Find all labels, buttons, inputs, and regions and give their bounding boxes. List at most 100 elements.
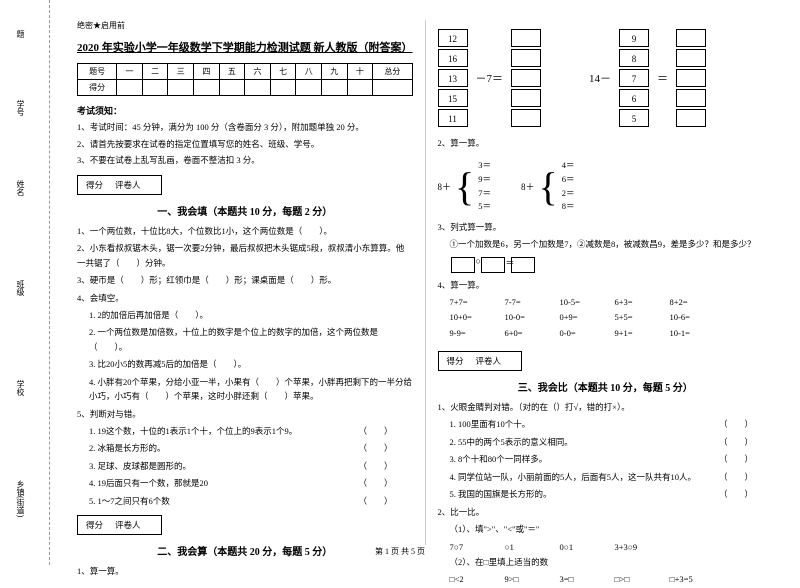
answer-box[interactable] xyxy=(676,49,706,67)
grade-box: 得分评卷人 xyxy=(77,515,162,535)
answer-box[interactable] xyxy=(451,257,475,273)
answer-box[interactable] xyxy=(481,257,505,273)
sub-question: 5. 我国的国旗是长方形的。（ ） xyxy=(438,487,774,501)
brace-item: 3＝ xyxy=(478,159,491,173)
td[interactable] xyxy=(347,80,373,96)
equals: ＝ xyxy=(657,70,668,86)
calc-item: 7-7= xyxy=(505,295,560,310)
answer-box[interactable] xyxy=(676,69,706,87)
answer-box[interactable] xyxy=(676,109,706,127)
sub-question: 4. 小胖有20个苹果，分给小亚一半，小果有（ ）个苹果，小胖再把剩下的一半分给… xyxy=(77,375,413,404)
td[interactable] xyxy=(142,80,168,96)
prefix: 8＋ xyxy=(438,180,452,193)
th: 二 xyxy=(142,64,168,80)
fill-item: □>□ xyxy=(615,572,670,587)
q-text: 1. 100里面有10个十。 xyxy=(450,419,531,429)
sub-question: 4. 同学位站一队，小丽前面的5人，后面有5人，这一队共有10人。 （ ） xyxy=(438,470,774,484)
answer-paren[interactable]: （ ） xyxy=(358,494,392,508)
sub-question: 3. 足球、皮球都是圆形的。（ ） xyxy=(77,459,413,473)
calc-item: 6+0= xyxy=(505,326,560,341)
brace-item: 6＝ xyxy=(562,173,575,187)
calc-item: 10-0= xyxy=(505,310,560,325)
answer-box[interactable] xyxy=(511,89,541,107)
answer-paren[interactable]: （ ） xyxy=(358,441,392,455)
brace-item: 2＝ xyxy=(562,187,575,201)
answer-paren[interactable]: （ ） xyxy=(719,487,753,501)
calc-item: 10+0= xyxy=(450,310,505,325)
calc-problem-1: 12 16 13 15 11 －7＝ 14－ 9 8 7 6 5 ＝ xyxy=(438,28,774,128)
answer-box[interactable] xyxy=(676,29,706,47)
num-stack: 9 8 7 6 5 xyxy=(619,28,649,128)
q-text: 2. 冰箱是长方形的。 xyxy=(89,443,166,453)
sub-question: 1. 19这个数，十位的1表示1个十，个位上的9表示1个9。 （ ） xyxy=(77,424,413,438)
grade-label: 得分 xyxy=(86,520,103,530)
question: 1、火眼金睛判对错。（对的在（）打√，错的打×）。 xyxy=(438,400,774,414)
sub-question: 1. 100里面有10个十。 （ ） xyxy=(438,417,774,431)
answer-box[interactable] xyxy=(511,109,541,127)
num-box: 9 xyxy=(619,29,649,47)
td[interactable] xyxy=(322,80,348,96)
brace-item: 5＝ xyxy=(478,200,491,214)
answer-box[interactable] xyxy=(511,49,541,67)
notice-item: 1、考试时间：45 分钟，满分为 100 分（含卷面分 3 分），附加题单独 2… xyxy=(77,121,413,135)
calc-item: 10-1= xyxy=(670,326,725,341)
fill-item: 9>□ xyxy=(505,572,560,587)
brace-item: 7＝ xyxy=(478,187,491,201)
th: 题号 xyxy=(78,64,117,80)
num-box: 12 xyxy=(438,29,468,47)
answer-box[interactable] xyxy=(511,29,541,47)
calc-row: 10+0=10-0=0+9=5+5=10-6= xyxy=(438,310,774,325)
td[interactable] xyxy=(373,80,412,96)
sub-question: 2. 冰箱是长方形的。 （ ） xyxy=(77,441,413,455)
margin-label: 班级 xyxy=(15,280,26,296)
binding-margin: 题 学号 姓名 班级 学校 乡镇(街道) xyxy=(0,0,50,565)
grade-label: 得分 xyxy=(86,180,103,190)
q-text: 3. 8个十和80个一同样多。 xyxy=(450,454,548,464)
th: 四 xyxy=(194,64,220,80)
brace-item: 8＝ xyxy=(562,200,575,214)
answer-box[interactable] xyxy=(676,89,706,107)
answer-box[interactable] xyxy=(511,257,535,273)
answer-paren[interactable]: （ ） xyxy=(719,452,753,466)
th: 一 xyxy=(117,64,143,80)
td[interactable] xyxy=(117,80,143,96)
score-table: 题号 一 二 三 四 五 六 七 八 九 十 总分 得分 xyxy=(77,63,413,96)
sub-question: 2. 一个两位数是加倍数，十位上的数字是个位上的数字的加倍，这个两位数是（ ）。 xyxy=(77,325,413,354)
answer-paren[interactable]: （ ） xyxy=(719,470,753,484)
th: 八 xyxy=(296,64,322,80)
calc-item: 8+2= xyxy=(670,295,725,310)
td[interactable] xyxy=(296,80,322,96)
answer-paren[interactable]: （ ） xyxy=(358,459,392,473)
q-text: 4. 19后面只有一个数，那就是20 xyxy=(89,478,208,488)
brace-icon: { xyxy=(539,167,558,207)
answer-stack xyxy=(511,28,541,128)
calc-item: 10-6= xyxy=(670,310,725,325)
sub-question: ①一个加数是6，另一个加数是7，②减数是8，被减数昌9，差是多少？和是多少？ xyxy=(438,237,774,251)
th: 七 xyxy=(270,64,296,80)
num-box: 7 xyxy=(619,69,649,87)
answer-paren[interactable]: （ ） xyxy=(358,476,392,490)
td[interactable] xyxy=(219,80,245,96)
sub-question: 1. 2的加倍后再加倍是（ ）。 xyxy=(77,308,413,322)
q-text: 1. 19这个数，十位的1表示1个十，个位上的9表示1个9。 xyxy=(89,426,297,436)
q-text: 4. 同学位站一队，小丽前面的5人，后面有5人，这一队共有10人。 xyxy=(450,472,697,482)
calc-item: 10-5= xyxy=(560,295,615,310)
num-box: 11 xyxy=(438,109,468,127)
question: 3、列式算一算。 xyxy=(438,220,774,234)
operand: 14－ xyxy=(589,70,611,86)
answer-paren[interactable]: （ ） xyxy=(358,424,392,438)
td[interactable] xyxy=(245,80,271,96)
answer-paren[interactable]: （ ） xyxy=(719,417,753,431)
td[interactable] xyxy=(168,80,194,96)
td[interactable] xyxy=(270,80,296,96)
sub-question: 5. 1～7之间只有6个数（ ） xyxy=(77,494,413,508)
answer-box[interactable] xyxy=(511,69,541,87)
section-3-title: 三、我会比（本题共 10 分，每题 5 分） xyxy=(438,379,774,394)
num-box: 8 xyxy=(619,49,649,67)
margin-label: 姓名 xyxy=(15,180,26,196)
td[interactable] xyxy=(194,80,220,96)
fill-row: □<29>□3=□□>□□+3=5 xyxy=(438,572,774,587)
th: 三 xyxy=(168,64,194,80)
answer-paren[interactable]: （ ） xyxy=(719,435,753,449)
th: 六 xyxy=(245,64,271,80)
